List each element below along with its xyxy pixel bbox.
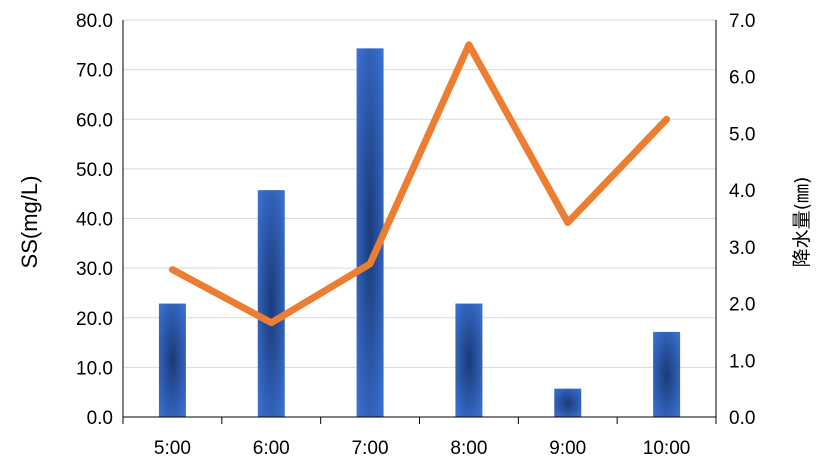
y-tick-label-left: 80.0 — [76, 11, 113, 32]
y-tick-label-right: 1.0 — [729, 351, 755, 372]
bar — [257, 190, 285, 417]
x-tick-label: 8:00 — [450, 438, 487, 459]
bar — [455, 303, 483, 417]
line-series — [168, 41, 671, 327]
y-axis-title-left: SS(mg/L) — [17, 176, 42, 269]
y-tick-label-left: 60.0 — [76, 110, 113, 131]
y-tick-label-left: 20.0 — [76, 309, 113, 330]
y-tick-label-right: 3.0 — [729, 238, 755, 259]
bar — [554, 388, 582, 417]
bar — [653, 331, 681, 417]
axes — [122, 20, 717, 424]
x-tick-label: 9:00 — [549, 438, 586, 459]
y-tick-label-left: 40.0 — [76, 210, 113, 231]
x-tick-label: 7:00 — [352, 438, 389, 459]
y-tick-label-left: 70.0 — [76, 61, 113, 82]
y-tick-label-left: 0.0 — [87, 408, 113, 429]
y-tick-label-right: 0.0 — [729, 408, 755, 429]
x-tick-label: 10:00 — [643, 438, 691, 459]
line-series-path — [168, 41, 671, 327]
y-tick-label-right: 5.0 — [729, 124, 755, 145]
y-tick-label-right: 7.0 — [729, 11, 755, 32]
bar-series — [158, 48, 681, 417]
y-tick-label-right: 6.0 — [729, 68, 755, 89]
tick-labels: 0.0 10.0 20.0 30.0 40.0 50.0 60.0 70.0 80.0 0.0 1.… — [76, 11, 755, 459]
y-tick-label-right: 4.0 — [729, 181, 755, 202]
bar — [158, 303, 186, 417]
x-tick-label: 5:00 — [154, 438, 191, 459]
gridlines — [123, 19, 716, 368]
y-tick-label-right: 2.0 — [729, 295, 755, 316]
y-tick-label-left: 30.0 — [76, 259, 113, 280]
y-tick-label-left: 50.0 — [76, 160, 113, 181]
y-axis-title-right: 降水量(㎜) — [791, 177, 813, 268]
x-tick-label: 6:00 — [253, 438, 290, 459]
y-tick-label-left: 10.0 — [76, 358, 113, 379]
bar — [356, 48, 384, 417]
